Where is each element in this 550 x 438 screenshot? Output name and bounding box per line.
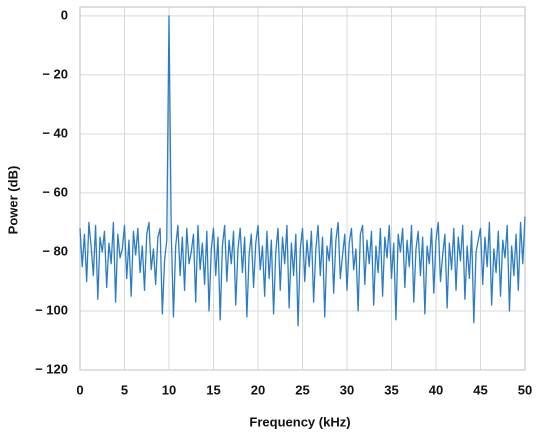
x-tick-label: 10 [162, 382, 176, 397]
y-tick-label: − 40 [42, 125, 68, 140]
plot-frame [79, 6, 526, 371]
x-tick-label: 0 [76, 382, 83, 397]
spectrum-line [79, 15, 526, 327]
x-tick-label: 45 [473, 382, 487, 397]
x-axis-title: Frequency (kHz) [249, 414, 350, 429]
y-tick-label: 0 [61, 7, 68, 22]
x-tick-label: 25 [295, 382, 309, 397]
y-tick-label: − 120 [35, 361, 68, 376]
x-tick-label: 35 [384, 382, 398, 397]
y-tick-label: − 80 [42, 243, 68, 258]
x-tick-label: 20 [251, 382, 265, 397]
y-tick-label: − 20 [42, 66, 68, 81]
y-tick-label: − 60 [42, 184, 68, 199]
x-tick-label: 5 [121, 382, 128, 397]
x-tick-label: 15 [206, 382, 220, 397]
x-tick-label: 40 [429, 382, 443, 397]
x-tick-label: 50 [518, 382, 532, 397]
y-tick-label: − 100 [35, 302, 68, 317]
x-tick-label: 30 [340, 382, 354, 397]
y-axis-title: Power (dB) [5, 166, 20, 235]
